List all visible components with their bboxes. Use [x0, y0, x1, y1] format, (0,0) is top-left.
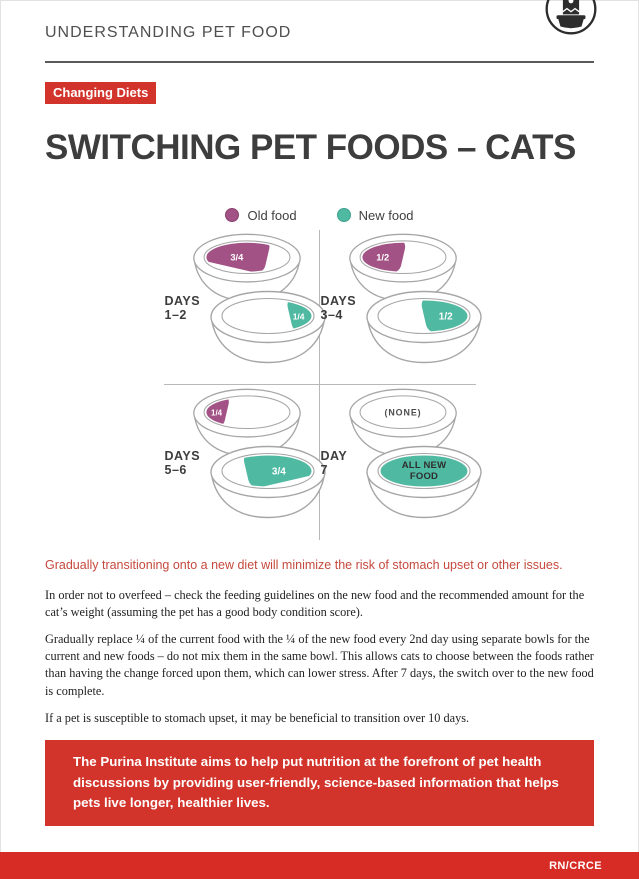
pet-food-bag-and-bowl-icon — [544, 0, 598, 36]
paragraph-replace: Gradually replace ¼ of the current food … — [45, 631, 594, 698]
old-food-bowl: 1/4 — [191, 387, 303, 462]
new-food-bowl: 1/2 — [364, 289, 484, 369]
bowl-graphic-new: ALL NEW FOOD — [365, 445, 482, 518]
svg-text:1/2: 1/2 — [438, 311, 452, 322]
bowl-graphic-none: (NONE) — [348, 388, 457, 456]
svg-text:(NONE): (NONE) — [384, 407, 421, 417]
bowl-graphic-old: 1/2 — [348, 233, 457, 301]
old-food-dot-icon — [225, 208, 240, 222]
new-food-bowl: 3/4 — [208, 444, 328, 524]
footer-code: RN/CRCE — [549, 859, 602, 872]
quadrant-day-7: DAY 7 (NONE) ALL NEW FOOD — [320, 385, 482, 540]
page-header: UNDERSTANDING PET FOOD — [45, 0, 597, 63]
svg-text:3/4: 3/4 — [230, 252, 244, 262]
old-food-bowl: 1/2 — [347, 232, 459, 307]
bowl-graphic-old: 3/4 — [192, 233, 301, 301]
day-label: DAYS 5–6 — [164, 448, 201, 477]
legend: Old food New food — [0, 208, 639, 223]
header-title: UNDERSTANDING PET FOOD — [45, 24, 292, 41]
paragraph-susceptible: If a pet is susceptible to stomach upset… — [45, 710, 470, 725]
legend-item-new-food: New food — [336, 207, 414, 223]
old-food-bowl: 3/4 — [191, 232, 303, 307]
legend-item-old-food: Old food — [225, 207, 297, 223]
old-food-bowl: (NONE) — [347, 387, 459, 462]
day-label: DAYS 3–4 — [320, 293, 357, 322]
body-text: In order not to overfeed – check the fee… — [45, 587, 594, 727]
topic-badge: Changing Diets — [45, 82, 157, 104]
svg-text:1/2: 1/2 — [376, 252, 389, 262]
transition-grid: DAYS 1–2 3/4 1/4 DAYS 3–4 1/2 1/2 DAYS 5–6 1/4 3/4 D… — [163, 229, 482, 540]
legend-label-new: New food — [358, 207, 414, 223]
footer-bar: RN/CRCE — [0, 852, 639, 879]
bowl-graphic-new: 3/4 — [209, 445, 326, 518]
svg-text:1/4: 1/4 — [292, 311, 304, 321]
purina-institute-callout: The Purina Institute aims to help put nu… — [45, 739, 594, 826]
new-food-bowl: 1/4 — [208, 289, 328, 369]
bowl-graphic-new: 1/4 — [209, 290, 326, 363]
new-food-bowl: ALL NEW FOOD — [364, 444, 484, 524]
bowl-graphic-old: 1/4 — [192, 388, 301, 456]
paragraph-overfeed: In order not to overfeed – check the fee… — [45, 587, 585, 619]
quadrant-days-3–4: DAYS 3–4 1/2 1/2 — [319, 230, 482, 385]
legend-label-old: Old food — [247, 207, 297, 223]
day-label: DAYS 1–2 — [164, 293, 201, 322]
new-food-dot-icon — [336, 208, 351, 222]
lead-statement: Gradually transitioning onto a new diet … — [45, 557, 563, 572]
page-title: SWITCHING PET FOODS – CATS — [45, 128, 576, 167]
quadrant-days-1–2: DAYS 1–2 3/4 1/4 — [163, 229, 326, 385]
svg-text:3/4: 3/4 — [271, 466, 285, 477]
quadrant-days-5–6: DAYS 5–6 1/4 3/4 — [164, 384, 326, 540]
svg-text:1/4: 1/4 — [211, 408, 223, 417]
day-label: DAY 7 — [320, 448, 348, 477]
bowl-graphic-new: 1/2 — [365, 290, 482, 363]
